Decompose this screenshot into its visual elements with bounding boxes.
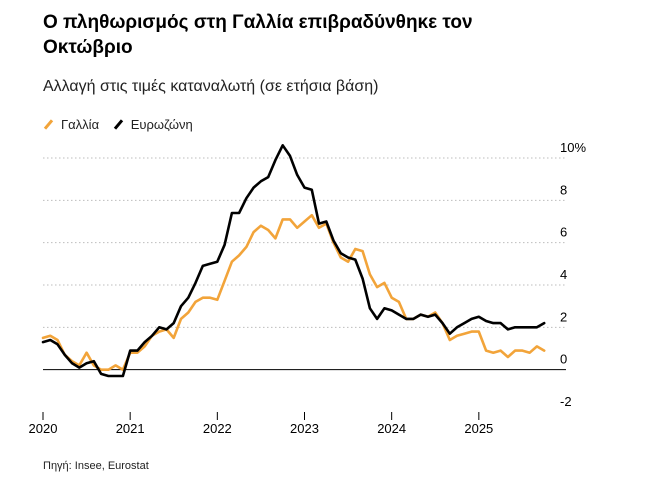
x-tick-label-2025: 2025 xyxy=(464,421,493,436)
chart-title: Ο πληθωρισμός στη Γαλλία επιβραδύνθηκε τ… xyxy=(43,12,473,58)
x-tick-label-2020: 2020 xyxy=(29,421,58,436)
series-line-france xyxy=(41,213,546,372)
y-tick-label-10: 10% xyxy=(560,140,586,155)
legend-item-france: Γαλλία xyxy=(43,117,99,132)
legend: Γαλλία Ευρωζώνη xyxy=(43,114,203,132)
y-tick-label-6: 6 xyxy=(560,225,567,240)
legend-label-eurozone: Ευρωζώνη xyxy=(130,117,193,132)
chart-subtitle: Αλλαγή στις τιμές καταναλωτή (σε ετήσια … xyxy=(43,78,379,95)
x-tick-label-2022: 2022 xyxy=(203,421,232,436)
source-note: Πηγή: Insee, Eurostat xyxy=(43,460,149,472)
y-tick-label-2: 2 xyxy=(560,309,567,324)
legend-item-eurozone: Ευρωζώνη xyxy=(113,117,193,132)
y-tick-label-0: 0 xyxy=(560,352,567,367)
x-tick-label-2024: 2024 xyxy=(377,421,406,436)
x-tick-label-2021: 2021 xyxy=(116,421,145,436)
y-tick-label--2: -2 xyxy=(560,394,572,409)
y-tick-label-4: 4 xyxy=(560,267,567,282)
legend-label-france: Γαλλία xyxy=(61,117,100,132)
x-tick-label-2023: 2023 xyxy=(290,421,319,436)
series-line-eurozone xyxy=(41,144,546,378)
y-tick-label-8: 8 xyxy=(560,182,567,197)
